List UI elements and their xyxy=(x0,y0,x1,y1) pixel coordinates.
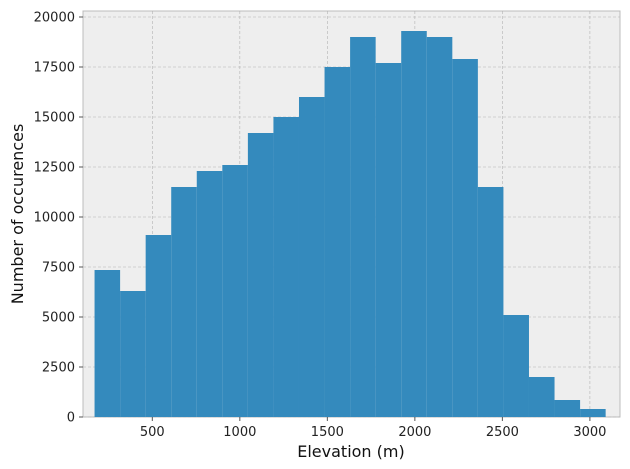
histogram-bar xyxy=(477,187,504,417)
histogram-bar xyxy=(554,400,581,417)
histogram-bar xyxy=(196,171,223,417)
y-tick-label: 17500 xyxy=(34,61,75,76)
histogram-bar xyxy=(171,187,197,417)
x-tick-label: 1000 xyxy=(223,425,256,440)
x-tick-label: 1500 xyxy=(311,425,344,440)
y-tick-label: 2500 xyxy=(42,361,75,376)
histogram-bar xyxy=(145,235,172,417)
histogram-bar xyxy=(452,59,478,417)
y-tick-label: 7500 xyxy=(42,261,75,276)
y-tick-label: 10000 xyxy=(34,211,75,226)
histogram-bar xyxy=(375,63,402,417)
histogram-bar xyxy=(350,37,376,417)
histogram-bar xyxy=(247,133,274,417)
histogram-bar xyxy=(503,315,529,417)
y-tick-label: 15000 xyxy=(34,111,75,126)
histogram-bar xyxy=(324,67,351,417)
histogram-bar xyxy=(298,97,325,417)
histogram-bar xyxy=(94,270,121,417)
histogram-bar xyxy=(273,117,299,417)
x-tick-label: 500 xyxy=(140,425,165,440)
y-tick-label: 20000 xyxy=(34,11,75,26)
x-tick-label: 2000 xyxy=(398,425,431,440)
y-tick-label: 5000 xyxy=(42,311,75,326)
x-tick-label: 2500 xyxy=(486,425,519,440)
x-tick-label: 3000 xyxy=(573,425,606,440)
histogram-bar xyxy=(222,165,248,417)
histogram-bar xyxy=(401,31,427,417)
y-tick-label: 12500 xyxy=(34,161,75,176)
histogram-bars xyxy=(94,31,606,417)
x-axis-label: Elevation (m) xyxy=(297,442,404,461)
x-axis-ticks: 500 1000 1500 2000 2500 3000 xyxy=(140,417,606,440)
y-axis-label: Number of occurences xyxy=(8,124,27,305)
histogram-bar xyxy=(528,377,555,417)
y-tick-label: 0 xyxy=(67,411,75,426)
histogram-bar xyxy=(120,291,146,417)
y-axis-ticks: 0 2500 5000 7500 10000 12500 15000 17500 20000 xyxy=(34,11,83,426)
histogram-bar xyxy=(426,37,453,417)
histogram-bar xyxy=(580,409,606,417)
